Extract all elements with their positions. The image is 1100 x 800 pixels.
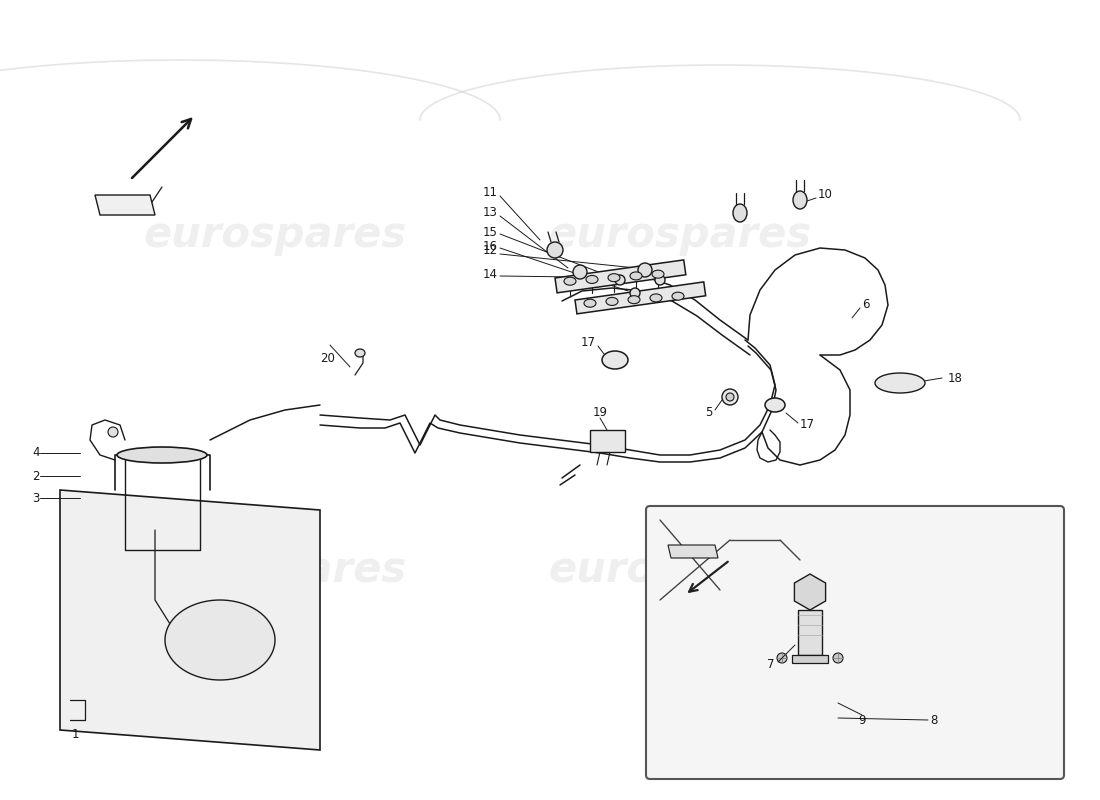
Circle shape bbox=[638, 263, 652, 277]
Text: 16: 16 bbox=[483, 239, 498, 253]
Text: 2: 2 bbox=[33, 470, 40, 482]
Text: 11: 11 bbox=[483, 186, 498, 199]
Text: 19: 19 bbox=[593, 406, 607, 419]
Text: 18: 18 bbox=[948, 371, 962, 385]
Ellipse shape bbox=[584, 299, 596, 307]
Text: eurospares: eurospares bbox=[549, 549, 812, 591]
Circle shape bbox=[777, 653, 786, 663]
Polygon shape bbox=[668, 545, 718, 558]
Text: 14: 14 bbox=[483, 267, 498, 281]
Circle shape bbox=[609, 354, 622, 366]
Polygon shape bbox=[60, 490, 320, 750]
Text: 9: 9 bbox=[858, 714, 866, 726]
Circle shape bbox=[108, 427, 118, 437]
Text: 7: 7 bbox=[768, 658, 776, 671]
Text: 8: 8 bbox=[930, 714, 937, 726]
Text: 6: 6 bbox=[862, 298, 869, 311]
Text: 10: 10 bbox=[818, 189, 833, 202]
Text: eurospares: eurospares bbox=[549, 214, 812, 256]
Text: 15: 15 bbox=[483, 226, 498, 238]
Text: 20: 20 bbox=[320, 351, 336, 365]
Ellipse shape bbox=[764, 398, 785, 412]
Ellipse shape bbox=[602, 351, 628, 369]
Circle shape bbox=[726, 393, 734, 401]
Ellipse shape bbox=[628, 296, 640, 304]
Ellipse shape bbox=[630, 272, 642, 280]
Text: eurospares: eurospares bbox=[143, 214, 407, 256]
Text: 12: 12 bbox=[483, 245, 498, 258]
Ellipse shape bbox=[564, 278, 576, 286]
Bar bbox=[792, 655, 828, 663]
Ellipse shape bbox=[606, 298, 618, 306]
Bar bbox=[798, 610, 822, 655]
Text: 4: 4 bbox=[33, 446, 40, 459]
Bar bbox=[575, 282, 706, 314]
Ellipse shape bbox=[793, 191, 807, 209]
Ellipse shape bbox=[650, 294, 662, 302]
Circle shape bbox=[615, 275, 625, 285]
Text: 3: 3 bbox=[33, 491, 40, 505]
Ellipse shape bbox=[608, 274, 620, 282]
Ellipse shape bbox=[165, 600, 275, 680]
Text: 17: 17 bbox=[800, 418, 815, 431]
Text: 17: 17 bbox=[581, 337, 596, 350]
Ellipse shape bbox=[355, 349, 365, 357]
Ellipse shape bbox=[733, 204, 747, 222]
Bar bbox=[590, 430, 625, 452]
Bar bbox=[556, 260, 685, 293]
Circle shape bbox=[770, 400, 780, 410]
Circle shape bbox=[654, 275, 666, 285]
Circle shape bbox=[573, 265, 587, 279]
Text: eurospares: eurospares bbox=[143, 549, 407, 591]
Ellipse shape bbox=[874, 373, 925, 393]
FancyBboxPatch shape bbox=[646, 506, 1064, 779]
Circle shape bbox=[630, 288, 640, 298]
Ellipse shape bbox=[672, 292, 684, 300]
Text: 1: 1 bbox=[72, 729, 79, 742]
Ellipse shape bbox=[586, 275, 598, 283]
Ellipse shape bbox=[652, 270, 664, 278]
Text: 5: 5 bbox=[705, 406, 712, 419]
Polygon shape bbox=[95, 195, 155, 215]
Text: 13: 13 bbox=[483, 206, 498, 219]
Ellipse shape bbox=[117, 447, 207, 463]
Circle shape bbox=[833, 653, 843, 663]
Circle shape bbox=[547, 242, 563, 258]
Circle shape bbox=[722, 389, 738, 405]
